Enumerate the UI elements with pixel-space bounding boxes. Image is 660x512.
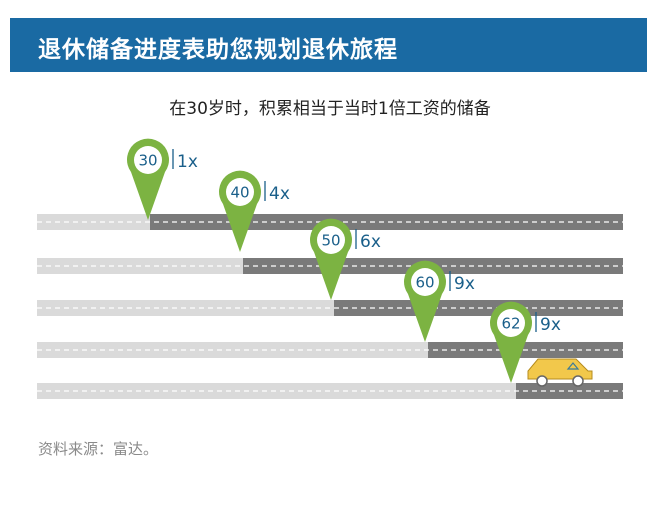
milestone-pin-center <box>497 309 525 337</box>
milestone-pin-center <box>226 178 254 206</box>
road-segment-ahead <box>150 214 623 230</box>
car-icon <box>527 358 593 380</box>
milestone-age-label: 60 <box>415 274 434 292</box>
source-note: 资料来源：富达。 <box>38 440 159 458</box>
car-window-triangle <box>566 362 580 370</box>
car-wheel <box>572 375 584 387</box>
car-wheel <box>536 375 548 387</box>
milestone-pin-center <box>134 146 162 174</box>
milestone-multiple-label: 4x <box>269 184 290 204</box>
retirement-roadmap-diagram: 30 1x 40 4x 50 6x 60 9x 62 9x <box>37 138 623 399</box>
milestone-age-label: 50 <box>321 232 340 250</box>
road-segment-completed <box>37 342 428 358</box>
milestone-age-label: 30 <box>138 152 157 170</box>
road-segment-completed <box>37 383 516 399</box>
diagram-subtitle: 在30岁时，积累相当于当时1倍工资的储备 <box>169 99 491 119</box>
milestone-multiple-label: 9x <box>540 315 561 335</box>
milestone-age-label: 62 <box>501 315 520 333</box>
milestone-multiple-label: 9x <box>454 274 475 294</box>
milestone-pin-center <box>317 226 345 254</box>
milestone-pin-center <box>411 268 439 296</box>
header-banner: 退休储备进度表助您规划退休旅程 <box>10 18 647 72</box>
milestone-age-label: 40 <box>230 184 249 202</box>
page-title: 退休储备进度表助您规划退休旅程 <box>38 37 398 63</box>
milestone-multiple-label: 6x <box>360 232 381 252</box>
milestone-multiple-label: 1x <box>177 152 198 172</box>
